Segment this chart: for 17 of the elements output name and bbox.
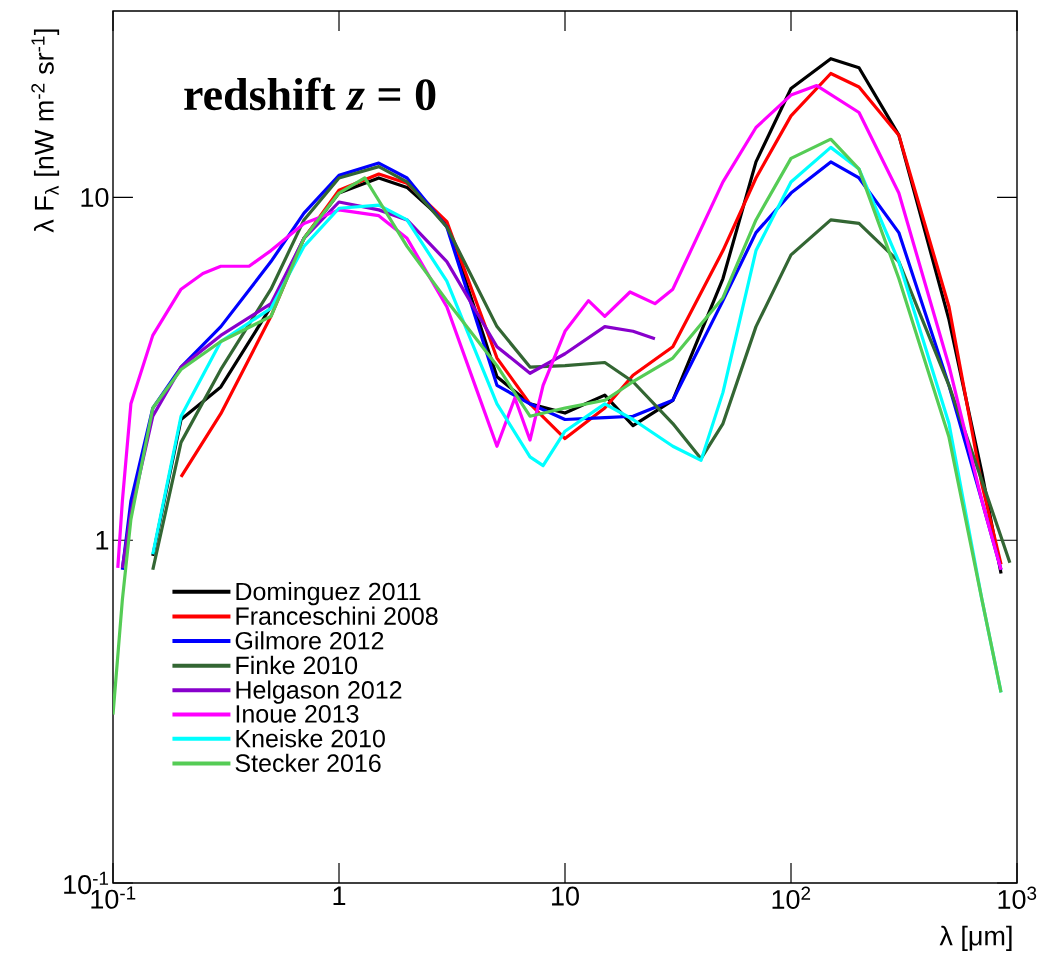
x-tick-label: 10$^{3}$ xyxy=(998,886,1037,910)
legend-label: Finke 2010 xyxy=(236,655,358,675)
x-tick-label: 10$^{2}$ xyxy=(772,886,811,910)
text: redshift z = 0 xyxy=(184,77,436,111)
legend-label: Helgason 2012 xyxy=(236,680,402,704)
y-tick-label: 1 xyxy=(96,530,109,550)
legend-label: Kneiske 2010 xyxy=(236,729,385,748)
x-tick-label: 1 xyxy=(333,886,346,906)
x-tick-label: 10 xyxy=(552,886,579,906)
x-axis-title: λ [μm] xyxy=(939,925,1012,951)
y-axis-title: λ F$_{λ}$ [nW m$^{-2}$ sr$^{-1}$] xyxy=(31,29,60,233)
legend-label: Franceschini 2008 xyxy=(236,606,438,625)
y-tick-label: 10 xyxy=(81,187,109,208)
legend-label: Stecker 2016 xyxy=(235,753,381,772)
legend-label: Gilmore 2012 xyxy=(235,631,384,650)
legend-label: Dominguez 2011 xyxy=(236,581,421,606)
legend-label: Inoue 2013 xyxy=(236,705,359,723)
